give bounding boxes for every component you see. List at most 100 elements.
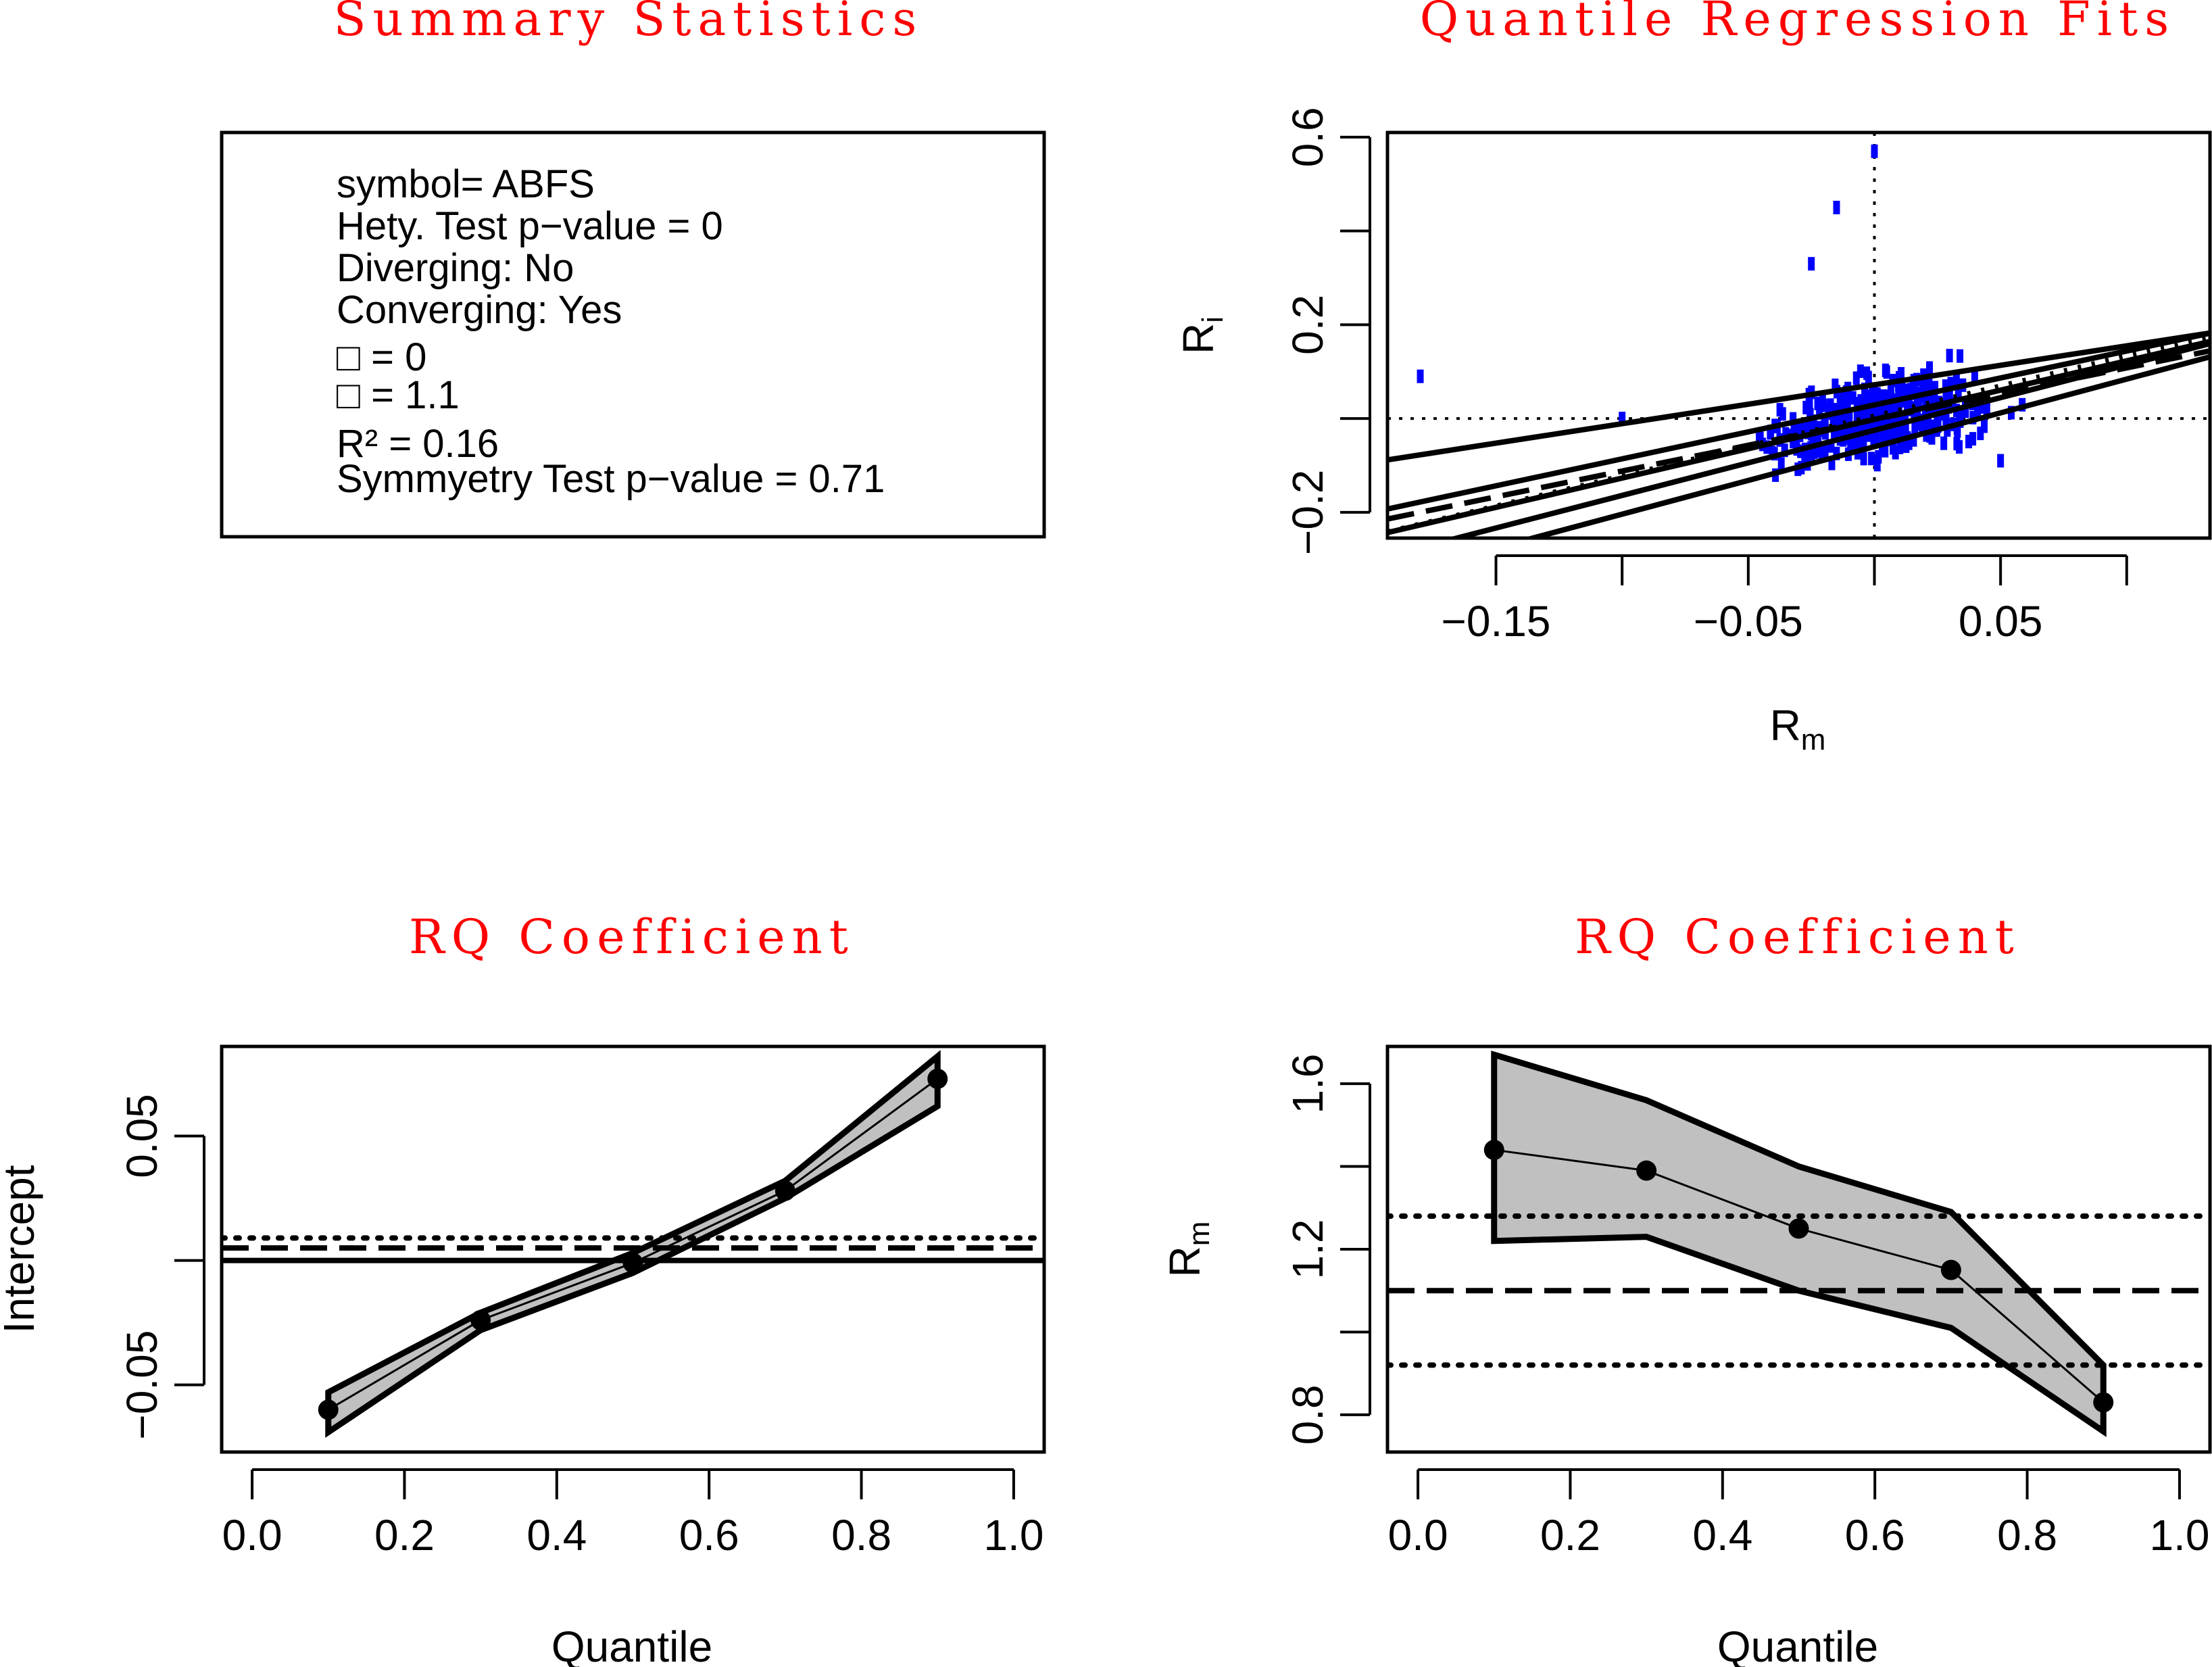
data-point: [1890, 441, 1897, 455]
data-point: [1887, 398, 1894, 412]
data-point: [1802, 418, 1809, 433]
x-tick-label: 0.6: [679, 1511, 739, 1560]
data-point: [1919, 375, 1927, 389]
data-point: [1840, 410, 1848, 424]
data-point: [1955, 384, 1962, 398]
data-point: [1894, 378, 1902, 392]
data-point: [1933, 403, 1940, 417]
data-point: [1777, 457, 1785, 471]
fit-line: [1387, 339, 2210, 535]
rq-intercept-title: RQ Coefficient: [409, 909, 855, 965]
data-point: [1923, 405, 1931, 419]
data-point: [1857, 364, 1864, 379]
data-point: [1884, 425, 1891, 439]
data-point: [1876, 406, 1884, 420]
data-point: [1873, 458, 1881, 472]
rq-intercept-chart: 0.0 0.2 0.4 0.6 0.8 1.0 −0.05 0.05 Quantile Int…: [0, 1044, 1046, 1667]
data-point: [1846, 407, 1853, 421]
fit-line: [1387, 330, 2210, 463]
coefficient-point: [1788, 1218, 1809, 1239]
data-point: [1915, 416, 1922, 431]
summary-hety-test: Hety. Test p−value = 0: [337, 204, 723, 248]
data-point: [1894, 423, 1902, 437]
coefficient-point: [1483, 1140, 1504, 1161]
fit-line: [1387, 348, 2210, 522]
data-point: [1898, 379, 1906, 393]
data-point: [1858, 408, 1865, 422]
data-point: [1953, 437, 1961, 451]
data-point: [1860, 452, 1867, 466]
data-point: [1928, 431, 1936, 445]
rq-slope-chart: 0.0 0.2 0.4 0.6 0.8 1.0 0.8 1.2 1.6 Quantile Rm: [1160, 1044, 2212, 1667]
data-point: [1957, 349, 1964, 363]
data-point: [1812, 430, 1819, 444]
data-point: [1942, 416, 1950, 430]
data-point: [1900, 389, 1908, 403]
data-point: [1832, 425, 1839, 439]
data-point: [1971, 369, 1978, 383]
data-point: [1887, 381, 1894, 395]
y-tick-label: −0.05: [118, 1330, 166, 1440]
y-tick-label: 0.05: [118, 1094, 166, 1178]
rq-intercept-xlabel: Quantile: [551, 1622, 712, 1667]
data-point: [1925, 375, 1933, 389]
data-point: [1905, 436, 1913, 450]
summary-symmetry-test: Symmyetry Test p−value = 0.71: [337, 457, 885, 501]
data-point: [1884, 389, 1891, 404]
data-point: [1827, 403, 1835, 417]
rq-slope-title: RQ Coefficient: [1575, 909, 2021, 965]
data-point: [1849, 391, 1857, 405]
data-point: [1969, 432, 1977, 446]
summary-title: Summary Statistics: [334, 0, 924, 47]
x-tick-label: 0.6: [1845, 1511, 1905, 1560]
data-point: [1756, 432, 1763, 446]
y-tick-label: 0.8: [1283, 1384, 1332, 1445]
data-point: [1782, 427, 1790, 441]
data-point: [1832, 378, 1839, 392]
data-point: [1810, 414, 1817, 429]
qr-fits-frame: [1385, 130, 2212, 540]
data-point: [1808, 257, 1815, 271]
coefficient-point: [622, 1253, 643, 1274]
data-point: [1983, 401, 1990, 415]
data-point: [1870, 435, 1877, 449]
coefficient-point: [470, 1309, 491, 1330]
y-tick-label: −0.2: [1283, 470, 1332, 555]
data-point: [1944, 423, 1951, 437]
y-tick-label: 1.2: [1283, 1219, 1332, 1280]
data-point: [1925, 361, 1933, 375]
data-point: [1896, 440, 1904, 454]
x-tick-label: −0.15: [1442, 597, 1551, 646]
fit-line: [1387, 331, 2210, 512]
confidence-band: [325, 1050, 941, 1438]
data-point: [1866, 406, 1873, 420]
data-point: [1873, 387, 1881, 401]
data-point: [1871, 144, 1878, 158]
data-point: [1864, 393, 1871, 407]
data-point: [1842, 388, 1850, 402]
summary-box: [220, 130, 1046, 539]
fit-line: [1446, 341, 2210, 538]
x-tick-label: 0.8: [1997, 1511, 2057, 1560]
rq-slope-ylabel: Rm: [1160, 1222, 1216, 1278]
data-point: [1852, 371, 1860, 385]
x-tick-label: −0.05: [1694, 597, 1803, 646]
x-tick-label: 0.05: [1959, 597, 2043, 646]
qr-fits-ylabel: Ri: [1174, 316, 1229, 354]
data-point: [1417, 369, 1424, 383]
data-point: [1965, 435, 1973, 449]
data-point: [1868, 452, 1875, 466]
data-point: [1790, 412, 1797, 426]
x-tick-label: 0.4: [526, 1511, 587, 1560]
x-tick-label: 0.2: [374, 1511, 435, 1560]
data-point: [1854, 437, 1861, 452]
y-tick-label: 0.6: [1283, 107, 1332, 167]
y-tick-label: 1.6: [1283, 1054, 1332, 1114]
data-point: [1940, 436, 1948, 450]
data-point: [1871, 418, 1878, 433]
x-tick-label: 1.0: [2149, 1511, 2209, 1560]
data-point: [1781, 443, 1788, 458]
qr-fits-axes: −0.15 −0.05 0.05 −0.2 0.2 0.6: [1283, 107, 2128, 646]
data-point: [1946, 385, 1953, 400]
x-tick-label: 0.0: [222, 1511, 282, 1560]
